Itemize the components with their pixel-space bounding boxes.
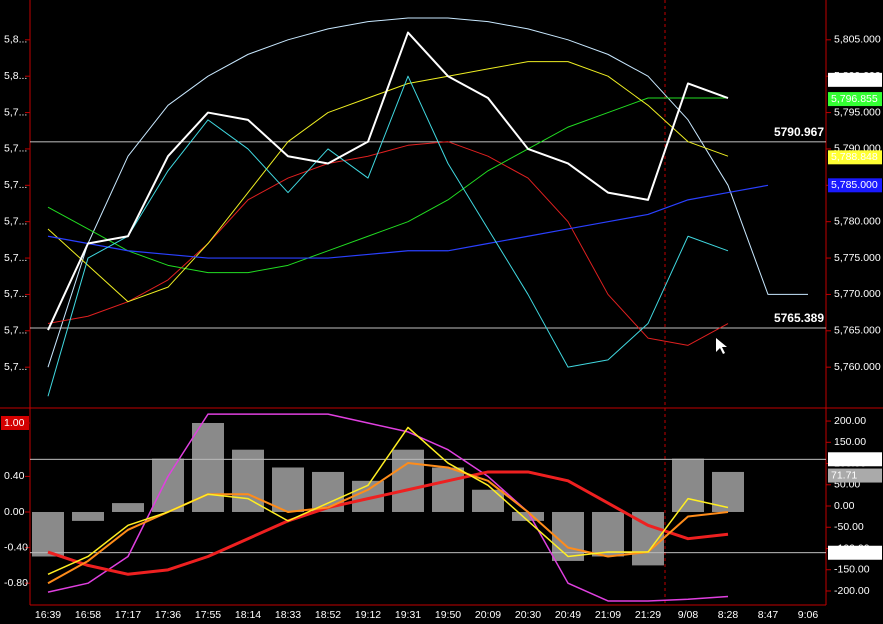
x-tick-label: 8:28 (718, 609, 739, 621)
value-box-label: 71.71 (831, 469, 857, 481)
x-tick-label: 19:12 (355, 609, 381, 621)
x-tick-label: 20:09 (475, 609, 501, 621)
x-tick-label: 18:33 (275, 609, 301, 621)
x-tick-label: 9/08 (678, 609, 699, 621)
series-line (47, 413, 729, 602)
value-box-label: 5,788.848 (831, 151, 878, 163)
x-tick-label: 18:14 (235, 609, 261, 621)
value-box (828, 92, 882, 107)
y-tick-label: 200.00 (834, 415, 866, 427)
series-line (47, 17, 808, 368)
series-line (47, 470, 729, 576)
y-tick-label: -50.00 (834, 521, 864, 533)
x-tick-label: 8:47 (758, 609, 779, 621)
y-tick-label: 5,7... (4, 106, 27, 118)
y-tick-label: 5,780.000 (834, 215, 881, 227)
x-tick-label: 16:58 (75, 609, 101, 621)
y-tick-label: 5,795.000 (834, 106, 881, 118)
y-tick-label: 5,8... (4, 34, 27, 46)
y-tick-label: 5,775.000 (834, 252, 881, 264)
x-tick-label: 21:29 (635, 609, 661, 621)
histogram-bar (232, 449, 264, 512)
histogram-bar (432, 467, 464, 512)
series-line (47, 426, 729, 575)
y-tick-label: 5,760.000 (834, 361, 881, 373)
histogram-bar (472, 489, 504, 512)
value-box (828, 452, 882, 467)
x-tick-label: 17:36 (155, 609, 181, 621)
y-tick-label: 5,805.000 (834, 34, 881, 46)
y-tick-label: 5,770.000 (834, 288, 881, 300)
series-line (47, 184, 769, 259)
series-line (47, 75, 729, 397)
value-box (828, 468, 882, 483)
y-tick-label: 0.40 (4, 470, 25, 482)
reference-label: 5790.967 (774, 125, 824, 139)
histogram-bar (32, 511, 64, 557)
histogram-bar (552, 511, 584, 561)
y-tick-label: -200.00 (834, 585, 870, 597)
series-line (47, 61, 729, 303)
y-tick-label: 150.00 (834, 436, 866, 448)
tick-box (1, 415, 29, 430)
histogram-bar (392, 449, 424, 512)
x-tick-label: 20:30 (515, 609, 541, 621)
value-box (828, 178, 882, 193)
histogram-bar (152, 458, 184, 512)
y-tick-label: 5,7... (4, 361, 27, 373)
x-tick-label: 19:50 (435, 609, 461, 621)
y-tick-label: 5,7... (4, 179, 27, 191)
y-tick-label: -150.00 (834, 564, 870, 576)
value-box (828, 545, 882, 560)
value-box (828, 150, 882, 165)
histogram-bar (592, 511, 624, 557)
series-line (47, 31, 729, 331)
y-tick-label: -0.80 (4, 577, 28, 589)
cursor (716, 338, 727, 354)
series-line (47, 141, 729, 346)
y-tick-label: 5,765.000 (834, 325, 881, 337)
x-tick-label: 19:31 (395, 609, 421, 621)
y-tick-label: 5,7... (4, 288, 27, 300)
y-tick-label: 0.00 (834, 500, 855, 512)
y-tick-label: 5,7... (4, 252, 27, 264)
histogram-bar (712, 471, 744, 512)
x-tick-label: 17:17 (115, 609, 141, 621)
x-tick-label: 17:55 (195, 609, 221, 621)
y-tick-label: 5,8... (4, 70, 27, 82)
value-box-label: 5,785.000 (831, 179, 878, 191)
value-box-label: 110 (831, 453, 848, 465)
x-tick-label: 21:09 (595, 609, 621, 621)
histogram-bar (72, 511, 104, 521)
y-tick-label: -0.40 (4, 541, 28, 553)
x-tick-label: 20:49 (555, 609, 581, 621)
histogram-bar (512, 511, 544, 521)
y-tick-label: 0.00 (4, 506, 25, 518)
histogram-bar (272, 467, 304, 512)
y-tick-label: 5,7... (4, 325, 27, 337)
y-tick-label: 5,7... (4, 143, 27, 155)
x-tick-label: 9:06 (798, 609, 819, 621)
value-box (828, 72, 882, 87)
histogram-bar (672, 458, 704, 512)
value-box-label: -110.00 (831, 547, 866, 559)
y-tick-label: 5,7... (4, 215, 27, 227)
x-tick-label: 16:39 (35, 609, 61, 621)
value-box-label: 5,799.500 (831, 74, 878, 86)
series-line (47, 97, 728, 274)
value-box-label: 5,796.855 (831, 93, 878, 105)
histogram-bar (112, 503, 144, 512)
y-tick-label: 1.00 (4, 417, 25, 429)
x-tick-label: 18:52 (315, 609, 341, 621)
reference-label: 5765.389 (774, 311, 824, 325)
histogram-bar (192, 422, 224, 512)
